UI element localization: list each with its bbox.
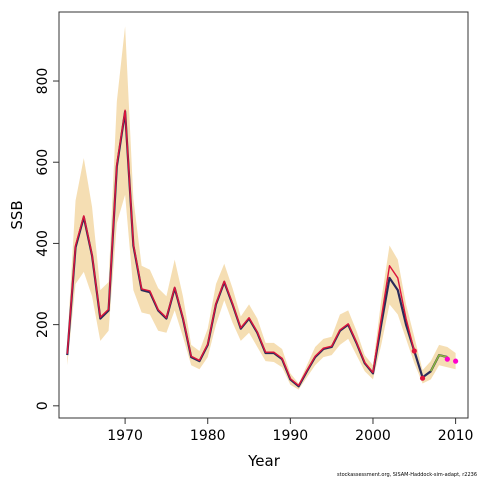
y-tick-label: 200 bbox=[35, 311, 51, 338]
y-tick-label: 0 bbox=[35, 401, 51, 410]
data-point bbox=[419, 375, 426, 381]
x-tick-label: 2000 bbox=[355, 428, 391, 444]
confidence-band-layer bbox=[67, 26, 456, 390]
x-tick-label: 1980 bbox=[190, 428, 226, 444]
estimate-line-red bbox=[66, 109, 415, 387]
x-tick-label: 1970 bbox=[107, 428, 143, 444]
series-layer bbox=[66, 109, 448, 388]
x-axis-title: Year bbox=[247, 452, 281, 470]
footer-credit: stockassessment.org, SISAM-Haddock-sim-a… bbox=[337, 472, 477, 478]
short-series-line bbox=[430, 354, 448, 372]
x-tick-label: 2010 bbox=[438, 428, 474, 444]
points-layer bbox=[411, 348, 459, 381]
plot-frame bbox=[58, 11, 469, 419]
data-point bbox=[453, 358, 459, 364]
y-axis: 0 200 400 600 800 bbox=[35, 68, 59, 410]
x-tick-label: 1990 bbox=[273, 428, 309, 444]
data-point bbox=[411, 348, 417, 354]
y-axis-title: SSB bbox=[8, 200, 26, 229]
y-tick-label: 400 bbox=[35, 230, 51, 257]
confidence-band bbox=[67, 26, 456, 390]
data-point bbox=[444, 356, 450, 362]
y-tick-label: 600 bbox=[35, 149, 51, 176]
x-axis: 1970 1980 1990 2000 2010 bbox=[107, 418, 473, 444]
y-tick-label: 800 bbox=[35, 68, 51, 95]
